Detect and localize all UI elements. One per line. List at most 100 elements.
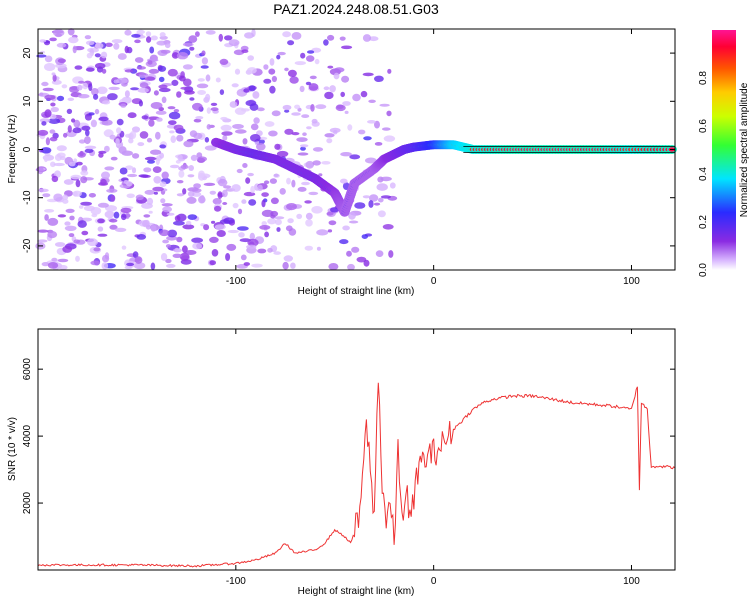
spectrogram-noise-blob — [124, 90, 130, 98]
spectrogram-noise-blob — [220, 124, 232, 131]
spectrogram-noise-blob — [205, 30, 216, 35]
spectrogram-noise-blob — [282, 261, 289, 270]
spectrogram-noise-blob — [247, 172, 254, 177]
spectrogram-noise-blob — [170, 135, 177, 143]
spectrogram-noise-blob — [138, 100, 143, 107]
spectrogram-noise-blob — [167, 68, 178, 77]
spectrogram-noise-blob — [42, 193, 51, 198]
spectrogram-noise-blob — [124, 45, 129, 54]
spectrogram-noise-blob — [314, 58, 320, 65]
spectrogram-noise-blob — [50, 106, 59, 113]
spectrogram-noise-blob — [137, 87, 149, 93]
spectrogram-noise-blob — [271, 110, 281, 117]
spectrogram-noise-blob — [305, 219, 313, 227]
spectrogram-noise-blob — [117, 53, 127, 60]
spectrogram-noise-blob — [197, 90, 207, 95]
spectrogram-noise-blob — [340, 178, 348, 184]
spectrogram-noise-blob — [182, 42, 194, 47]
spectrogram-noise-blob — [37, 129, 49, 136]
spectrogram-noise-blob — [211, 220, 216, 224]
spectrogram-noise-blob — [306, 126, 312, 130]
spectrogram-noise-blob — [271, 75, 277, 83]
spectrogram-noise-blob — [85, 67, 95, 72]
spectrogram-noise-blob — [344, 110, 349, 114]
spectrogram-noise-blob — [57, 214, 67, 218]
spectrogram-noise-blob — [67, 28, 75, 36]
spectrogram-noise-blob — [264, 121, 275, 127]
spectrogram-noise-blob — [187, 214, 198, 221]
spectrogram-noise-blob — [284, 67, 289, 72]
spectrogram-noise-blob — [363, 136, 372, 141]
spectrogram-noise-blob — [304, 200, 312, 204]
spectrogram-noise-blob — [209, 260, 216, 266]
spectrogram-noise-blob — [155, 110, 167, 115]
spectrogram-noise-blob — [102, 254, 110, 263]
spectrogram-noise-blob — [354, 202, 366, 209]
spectrogram-noise-blob — [382, 224, 394, 230]
spectrogram-noise-blob — [376, 183, 388, 191]
spectrogram-noise-blob — [78, 205, 84, 209]
spectrogram-noise-blob — [113, 42, 120, 50]
spectrogram-noise-blob — [173, 109, 180, 113]
spectrogram-noise-blob — [219, 58, 229, 65]
spectrogram-noise-blob — [188, 165, 194, 171]
spectrogram-noise-blob — [277, 51, 286, 56]
chart-title: PAZ1.2024.248.08.51.G03 — [273, 1, 439, 17]
spectrogram-noise-blob — [158, 76, 165, 83]
spectrogram-noise-blob — [176, 193, 184, 197]
y-tick-label: 2000 — [22, 491, 33, 514]
spectrogram-noise-blob — [90, 260, 101, 266]
spectrogram-noise-blob — [291, 179, 296, 188]
spectrogram-noise-blob — [56, 95, 65, 102]
spectrogram-noise-blob — [368, 36, 379, 42]
spectrogram-noise-blob — [75, 179, 81, 188]
spectrogram-noise-blob — [244, 32, 254, 39]
spectrogram-noise-blob — [203, 182, 216, 186]
spectrogram-noise-blob — [78, 80, 85, 84]
spectrogram-noise-blob — [304, 245, 313, 251]
spectrogram-noise-blob — [44, 94, 56, 101]
spectrogram-noise-blob — [77, 220, 87, 228]
snr-series-line — [37, 382, 676, 568]
spectrogram-noise-blob — [205, 74, 211, 82]
spectrogram-noise-blob — [139, 131, 149, 139]
spectrogram-noise-blob — [126, 193, 135, 199]
spectrogram-noise-blob — [333, 72, 340, 80]
spectrogram-noise-blob — [182, 64, 193, 70]
spectrogram-noise-blob — [62, 194, 69, 201]
spectrogram-noise-blob — [176, 180, 184, 184]
spectrogram-noise-blob — [261, 209, 274, 217]
spectrogram-noise-blob — [152, 186, 164, 192]
spectrogram-noise-blob — [146, 137, 153, 143]
spectrogram-noise-blob — [49, 136, 58, 142]
spectrogram-noise-blob — [94, 53, 101, 58]
x-tick-label: 0 — [431, 276, 437, 287]
spectrogram-noise-blob — [88, 112, 95, 116]
spectrogram-noise-blob — [306, 55, 315, 62]
spectrogram-noise-blob — [171, 79, 179, 86]
spectrogram-noise-blob — [53, 162, 65, 167]
spectrogram-noise-blob — [247, 55, 254, 61]
spectrogram-noise-blob — [205, 93, 211, 102]
spectrogram-noise-blob — [159, 144, 167, 149]
spectrogram-noise-blob — [41, 121, 47, 126]
spectrogram-noise-blob — [383, 135, 396, 142]
spectrogram-noise-blob — [68, 233, 75, 238]
spectrogram-noise-blob — [107, 93, 118, 101]
spectrogram-noise-blob — [109, 134, 116, 140]
spectrogram-noise-blob — [123, 179, 129, 185]
spectrogram-noise-blob — [223, 185, 232, 189]
spectrogram-noise-blob — [191, 237, 204, 244]
spectrogram-noise-blob — [49, 129, 56, 134]
spectrogram-noise-blob — [179, 252, 190, 261]
spectrogram-noise-blob — [63, 179, 74, 185]
spectrogram-noise-blob — [297, 186, 307, 192]
spectrogram-noise-blob — [226, 243, 237, 251]
spectrogram-noise-blob — [157, 65, 167, 72]
spectrogram-noise-blob — [232, 124, 244, 129]
spectrogram-noise-blob — [362, 34, 372, 42]
spectrogram-noise-blob — [192, 242, 203, 250]
y-tick-label: -20 — [22, 238, 33, 253]
spectrogram-noise-blob — [115, 77, 128, 84]
spectrogram-noise-blob — [245, 177, 251, 184]
